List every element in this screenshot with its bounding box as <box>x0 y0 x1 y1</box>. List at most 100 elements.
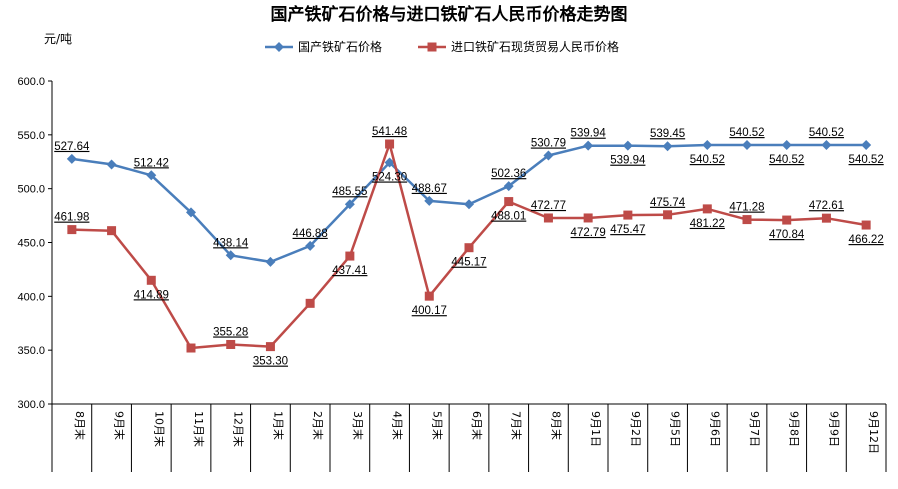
data-point-diamond <box>146 170 157 181</box>
data-labels-layer: 527.64 512.42 438.14 446.88 485.55 524.30 488.… <box>54 126 883 368</box>
x-tick-label: 9月6日 <box>708 411 721 447</box>
data-point-square <box>226 339 236 349</box>
data-point-diamond <box>464 199 474 210</box>
x-tick-label: 9月2日 <box>629 411 642 447</box>
data-label: 466.22 <box>849 234 884 246</box>
x-tick-label: 1月末 <box>271 411 285 440</box>
y-axis-unit: 元/吨 <box>44 32 72 46</box>
legend-label-import: 进口铁矿石现货贸易人民币价格 <box>451 39 619 54</box>
data-label: 472.79 <box>571 227 606 239</box>
data-point-square <box>504 197 514 207</box>
y-tick-label: 450.0 <box>17 238 45 250</box>
data-label: 540.52 <box>729 127 764 139</box>
data-point-square <box>67 225 77 235</box>
x-tick-label: 2月末 <box>311 411 325 440</box>
data-point-square <box>782 215 792 225</box>
data-label: 524.30 <box>372 172 407 184</box>
y-tick-label: 350.0 <box>17 345 45 357</box>
data-label: 414.89 <box>134 289 169 301</box>
data-point-square <box>623 210 633 220</box>
y-tick-label: 400.0 <box>17 291 45 303</box>
x-tick-label: 11月末 <box>192 411 206 447</box>
data-label: 475.47 <box>610 224 645 236</box>
data-point-diamond <box>662 141 673 152</box>
data-label: 400.17 <box>412 305 447 317</box>
data-point-diamond <box>702 140 713 151</box>
data-point-diamond <box>305 240 316 251</box>
series-layer <box>66 139 872 353</box>
legend-label-domestic: 国产铁矿石价格 <box>298 39 382 54</box>
x-tick-label: 12月末 <box>232 411 246 447</box>
x-tick-label: 8月末 <box>549 411 563 440</box>
x-tick-label: 7月末 <box>510 411 524 440</box>
data-point-square <box>821 213 831 223</box>
data-point-diamond <box>186 207 196 218</box>
data-label: 539.94 <box>610 155 646 167</box>
data-label: 512.42 <box>134 157 169 169</box>
data-point-square <box>464 243 474 253</box>
data-point-square <box>385 139 395 149</box>
data-point-square <box>146 275 156 285</box>
data-point-square <box>424 291 434 301</box>
data-point-square <box>305 298 315 308</box>
data-label: 481.22 <box>690 218 725 230</box>
data-point-square <box>265 342 275 352</box>
data-label: 539.45 <box>650 128 685 140</box>
legend-marker-import <box>427 42 437 52</box>
data-label: 472.77 <box>531 200 566 212</box>
data-label: 488.01 <box>491 211 526 223</box>
data-point-diamond <box>543 150 554 161</box>
data-label: 471.28 <box>729 202 764 214</box>
axes: 300.0 350.0 400.0 450.0 500.0 550.0 600.0 8月末 9月… <box>17 76 887 472</box>
chart-title: 国产铁矿石价格与进口铁矿石人民币价格走势图 <box>271 4 628 25</box>
data-point-diamond <box>66 153 77 164</box>
data-label: 539.94 <box>571 128 607 140</box>
data-point-diamond <box>583 140 594 151</box>
data-label: 446.88 <box>293 228 328 240</box>
data-label: 527.64 <box>54 141 90 153</box>
data-point-diamond <box>424 195 435 206</box>
data-point-diamond <box>622 140 633 151</box>
x-tick-label: 3月末 <box>351 411 365 440</box>
data-label: 461.98 <box>54 212 89 224</box>
data-point-diamond <box>265 256 276 267</box>
x-tick-label: 10月末 <box>152 411 166 447</box>
data-point-diamond <box>106 159 117 170</box>
data-point-square <box>186 343 196 353</box>
data-label: 472.61 <box>809 200 844 212</box>
y-tick-label: 500.0 <box>17 184 45 196</box>
x-tick-label: 5月末 <box>430 411 444 440</box>
data-label: 540.52 <box>769 154 804 166</box>
data-label: 470.84 <box>769 229 805 241</box>
x-tick-label: 9月末 <box>113 411 127 440</box>
data-point-square <box>583 213 593 223</box>
data-point-square <box>107 226 117 236</box>
data-point-square <box>663 210 673 220</box>
data-point-diamond <box>861 140 872 151</box>
data-label: 502.36 <box>491 168 526 180</box>
y-tick-label: 550.0 <box>17 130 45 142</box>
data-label: 485.55 <box>332 186 367 198</box>
data-point-square <box>861 220 871 230</box>
data-label: 475.74 <box>650 197 686 209</box>
data-point-square <box>702 204 712 214</box>
data-label: 540.52 <box>690 154 725 166</box>
data-point-square <box>543 213 553 223</box>
x-tick-label: 9月7日 <box>748 411 761 447</box>
x-tick-label: 4月末 <box>391 411 405 440</box>
data-point-diamond <box>384 157 395 168</box>
data-point-diamond <box>344 199 355 210</box>
data-label: 353.30 <box>253 356 288 368</box>
x-tick-label: 9月8日 <box>788 411 801 447</box>
data-label: 445.17 <box>451 257 486 269</box>
y-tick-label: 300.0 <box>17 399 45 411</box>
data-label: 355.28 <box>213 326 248 338</box>
data-label: 540.52 <box>809 127 844 139</box>
data-label: 530.79 <box>531 138 566 150</box>
data-point-diamond <box>225 250 236 261</box>
data-point-square <box>345 251 355 261</box>
x-tick-label: 9月5日 <box>669 411 682 447</box>
x-tick-label: 9月9日 <box>827 411 840 447</box>
data-label: 540.52 <box>849 154 884 166</box>
